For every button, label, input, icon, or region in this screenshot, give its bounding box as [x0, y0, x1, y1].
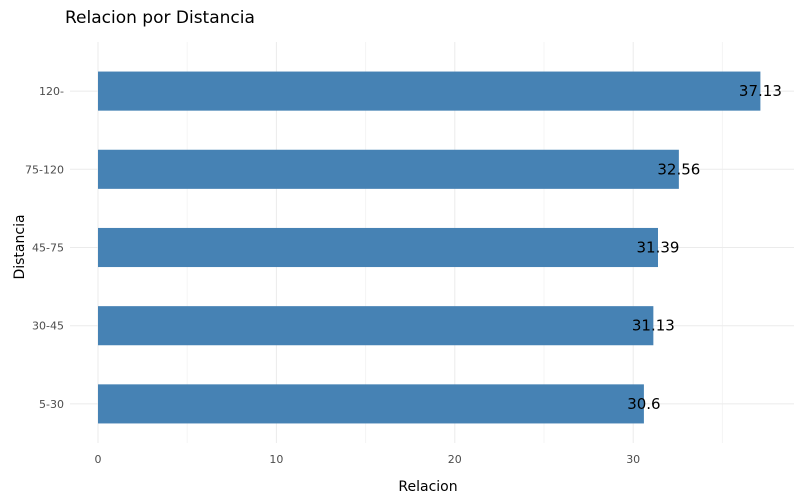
y-axis-ticks: 5-30 30-45 45-75 75-120 120-	[25, 85, 64, 411]
data-label: 32.56	[657, 160, 700, 178]
data-label: 30.6	[627, 395, 660, 413]
data-label: 31.13	[632, 317, 675, 335]
chart-title: Relacion por Distancia	[65, 8, 255, 28]
x-tick-label: 10	[269, 453, 283, 466]
bars	[98, 71, 761, 424]
bar-30-45	[98, 306, 654, 346]
bar-75-120	[98, 149, 679, 189]
data-labels: 30.6 31.13 31.39 32.56 37.13	[627, 82, 782, 413]
data-label: 31.39	[637, 239, 680, 257]
y-tick-label: 5-30	[39, 398, 64, 411]
y-tick-label: 120-	[39, 85, 64, 98]
y-tick-label: 30-45	[32, 320, 64, 333]
x-tick-label: 0	[95, 453, 102, 466]
y-tick-label: 45-75	[32, 242, 64, 255]
x-tick-label: 30	[626, 453, 640, 466]
x-axis-title: Relacion	[398, 479, 457, 494]
y-tick-label: 75-120	[25, 163, 64, 176]
bar-120-	[98, 71, 761, 111]
x-axis-ticks: 0 10 20 30	[95, 453, 641, 466]
data-label: 37.13	[739, 82, 782, 100]
bar-45-75	[98, 227, 658, 268]
bar-5-30	[98, 384, 644, 424]
y-axis-title: Distancia	[12, 214, 28, 279]
x-tick-label: 20	[448, 453, 462, 466]
